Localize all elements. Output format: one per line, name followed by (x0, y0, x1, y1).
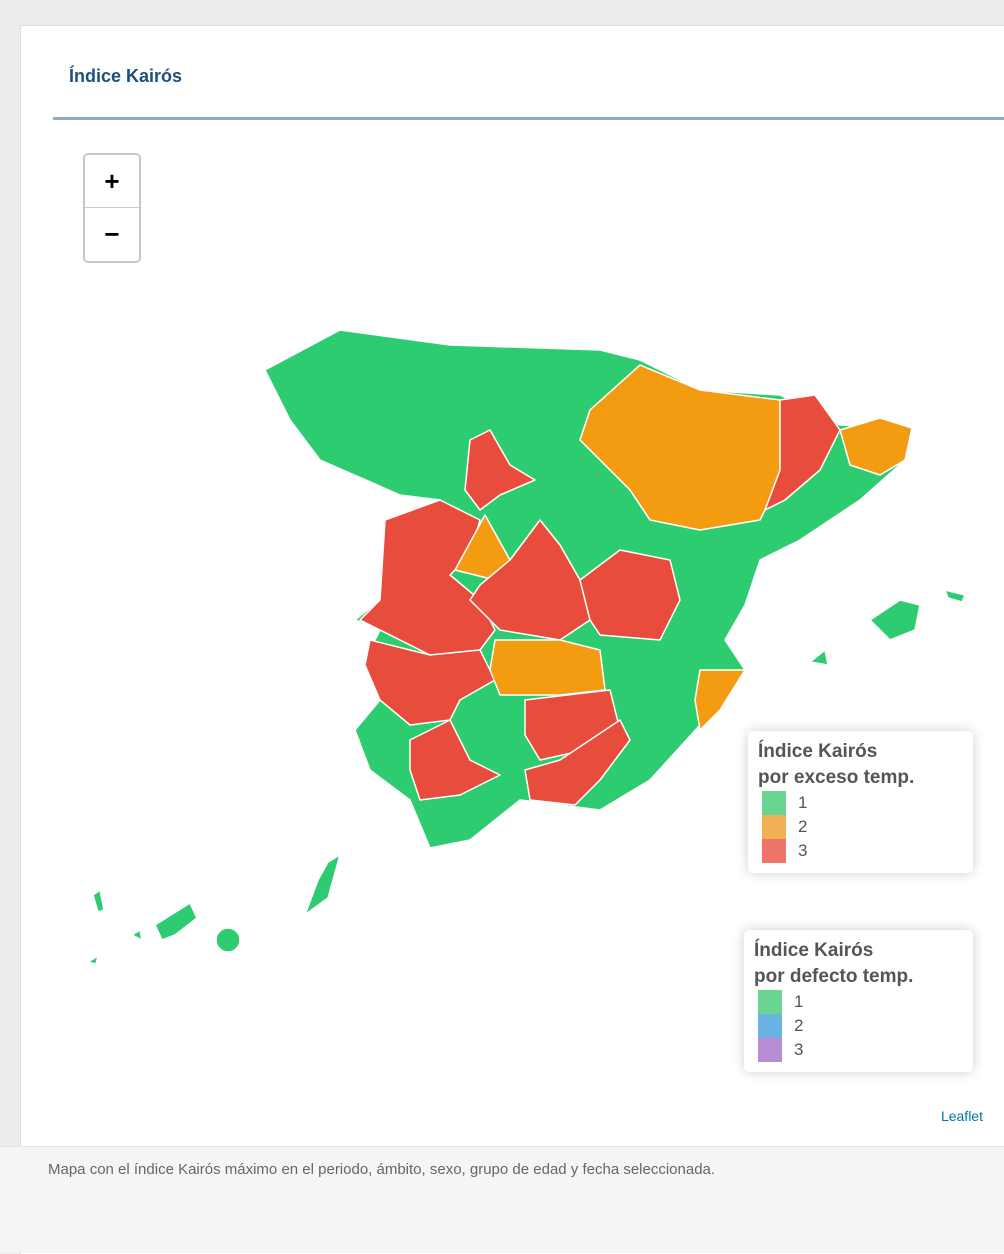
legend-title: por exceso temp. (758, 767, 915, 788)
legend-label: 1 (794, 992, 804, 1011)
legend-title: por defecto temp. (754, 966, 914, 987)
caption: Mapa con el índice Kairós máximo en el p… (0, 1146, 1004, 1253)
legend-label: 3 (798, 841, 808, 860)
caption-text: Mapa con el índice Kairós máximo en el p… (48, 1161, 716, 1178)
legend-label: 2 (794, 1016, 804, 1035)
legend-title: Índice Kairós (754, 940, 874, 961)
legend-swatch (762, 839, 786, 863)
legend: Índice Kairós por defecto temp. 1 2 3 (744, 930, 973, 1072)
legend-label: 1 (798, 793, 808, 812)
legend-label: 2 (798, 817, 808, 836)
title-rule (53, 117, 1004, 120)
legend-swatch (762, 791, 786, 815)
map[interactable] (0, 0, 1004, 1170)
legend-item: 2 (758, 815, 963, 839)
zoom-out-button[interactable]: − (104, 219, 120, 249)
legend-swatch (758, 1038, 782, 1062)
provinces (87, 329, 966, 965)
legend-title: Índice Kairós (758, 741, 878, 762)
attribution-link[interactable]: Leaflet (940, 1108, 983, 1124)
legend-item: 3 (754, 1038, 963, 1062)
zoom-in-button[interactable]: + (85, 155, 139, 208)
legend-swatch (758, 1014, 782, 1038)
zoom-control: + − (83, 153, 141, 263)
legend-swatch (762, 815, 786, 839)
legend-item: 1 (758, 791, 963, 815)
legend-label: 3 (794, 1040, 804, 1059)
legend-item: 2 (754, 1014, 963, 1038)
legend-item: 1 (754, 990, 963, 1014)
panel-title: Índice Kairós (69, 66, 183, 86)
legend-swatch (758, 990, 782, 1014)
legend-item: 3 (758, 839, 963, 863)
legend: Índice Kairós por exceso temp. 1 2 3 (748, 731, 973, 873)
